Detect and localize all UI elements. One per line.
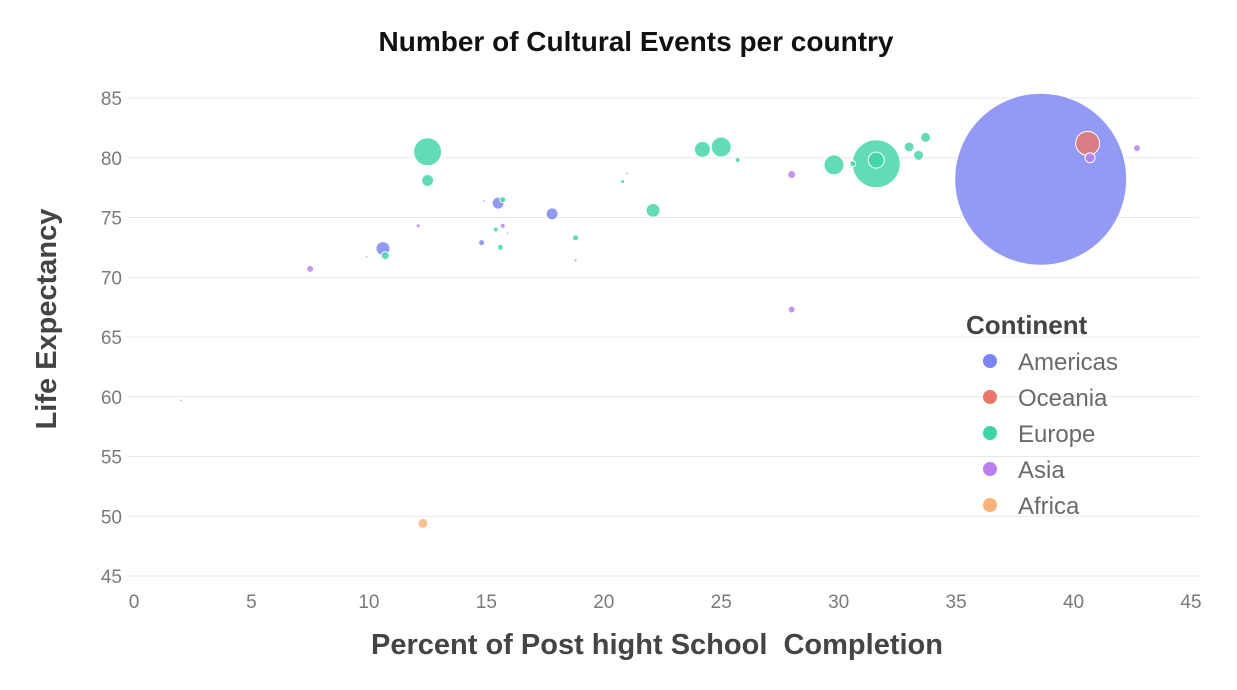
legend: Continent Americas Oceania Europe Asia Afric… <box>966 310 1118 520</box>
y-axis-title: Life Expectancy <box>31 209 63 430</box>
bubble-asia[interactable] <box>416 224 420 228</box>
y-tick-label: 65 <box>101 328 122 349</box>
bubble-asia[interactable] <box>306 264 315 273</box>
bubble-asia[interactable] <box>1132 144 1141 153</box>
legend-swatch-oceania <box>983 390 997 404</box>
legend-swatch-americas <box>983 354 997 368</box>
bubble-europe[interactable] <box>735 158 740 163</box>
bubble-americas[interactable] <box>954 92 1128 266</box>
legend-label-asia: Asia <box>1018 457 1065 484</box>
bubble-europe[interactable] <box>849 160 857 168</box>
bubble-europe[interactable] <box>920 131 932 143</box>
grid <box>128 97 1199 577</box>
legend-swatch-africa <box>983 498 997 512</box>
bubble-europe[interactable] <box>493 227 498 232</box>
legend-swatch-europe <box>983 426 997 440</box>
bubble-asia[interactable] <box>1084 152 1096 164</box>
bubble-europe[interactable] <box>413 137 443 167</box>
y-tick-label: 55 <box>101 448 122 469</box>
y-tick-label: 75 <box>101 209 122 230</box>
bubble-asia[interactable] <box>787 169 797 179</box>
bubble-europe[interactable] <box>693 140 711 158</box>
x-axis-ticks: 0 5 10 15 20 25 30 35 40 45 <box>129 592 1202 613</box>
bubble-europe[interactable] <box>645 202 661 218</box>
x-tick-label: 20 <box>593 592 614 613</box>
x-tick-label: 25 <box>711 592 732 613</box>
bubble-europe[interactable] <box>913 149 925 161</box>
bubble-europe[interactable] <box>496 243 504 251</box>
y-tick-label: 80 <box>101 149 122 170</box>
x-tick-label: 5 <box>246 592 257 613</box>
bubble-americas[interactable] <box>545 207 559 221</box>
bubble-asia[interactable] <box>180 399 182 402</box>
bubble-asia[interactable] <box>787 305 796 314</box>
bubble-europe[interactable] <box>823 154 845 176</box>
bubble-africa[interactable] <box>417 517 429 529</box>
bubble-asia[interactable] <box>574 259 577 262</box>
legend-label-europe: Europe <box>1018 421 1095 448</box>
bubble-europe[interactable] <box>499 196 507 204</box>
bubble-asia[interactable] <box>365 256 368 258</box>
bubble-oceania[interactable] <box>1075 130 1101 156</box>
legend-swatch-asia <box>983 462 997 476</box>
bubble-asia[interactable] <box>626 172 629 175</box>
x-tick-label: 40 <box>1063 592 1084 613</box>
legend-title: Continent <box>966 310 1088 340</box>
y-tick-label: 70 <box>101 268 122 289</box>
legend-label-oceania: Oceania <box>1018 385 1108 412</box>
bubble-americas[interactable] <box>478 239 486 247</box>
bubble-europe[interactable] <box>621 180 625 184</box>
x-tick-label: 10 <box>358 592 379 613</box>
x-tick-label: 0 <box>129 592 140 613</box>
y-tick-label: 60 <box>101 388 122 409</box>
bubble-asia[interactable] <box>500 223 505 228</box>
bubble-asia[interactable] <box>506 232 509 234</box>
x-tick-label: 35 <box>946 592 967 613</box>
x-tick-label: 15 <box>476 592 497 613</box>
bubble-europe[interactable] <box>710 136 732 158</box>
bubble-asia[interactable] <box>483 199 485 202</box>
bubble-europe[interactable] <box>867 151 885 169</box>
y-tick-label: 85 <box>101 89 122 110</box>
legend-label-americas: Americas <box>1018 349 1118 376</box>
x-tick-label: 45 <box>1180 592 1201 613</box>
bubble-europe[interactable] <box>421 173 435 187</box>
y-tick-label: 45 <box>101 567 122 588</box>
bubble-europe[interactable] <box>380 251 390 261</box>
y-axis-ticks: 45 50 55 60 65 70 75 80 85 <box>101 89 122 588</box>
x-tick-label: 30 <box>828 592 849 613</box>
bubble-europe[interactable] <box>572 234 580 242</box>
y-tick-label: 50 <box>101 507 122 528</box>
chart-title: Number of Cultural Events per country <box>379 26 894 57</box>
legend-label-africa: Africa <box>1018 493 1080 520</box>
x-axis-title: Percent of Post hight School Completion <box>371 629 943 661</box>
bubble-europe[interactable] <box>903 141 915 153</box>
bubbles <box>180 92 1141 529</box>
